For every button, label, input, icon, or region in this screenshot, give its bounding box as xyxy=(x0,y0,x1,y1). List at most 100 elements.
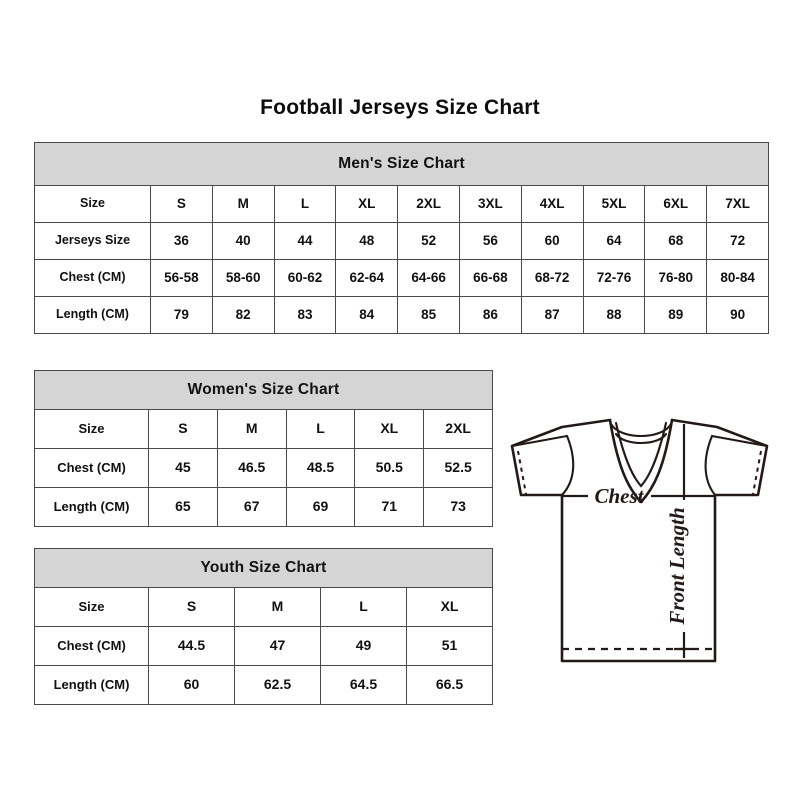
youth-chest-l: 49 xyxy=(320,626,407,666)
row-header-jerseys-size: Jerseys Size xyxy=(34,222,151,260)
womens-size-2xl: 2XL xyxy=(423,409,494,449)
shirt-sleeve-right-seam xyxy=(710,434,769,448)
womens-length-xl: 71 xyxy=(354,487,425,527)
youth-size-m: M xyxy=(234,587,321,627)
mens-size-6xl: 6XL xyxy=(644,185,708,223)
mens-chest-xl: 62-64 xyxy=(335,259,399,297)
womens-size-m: M xyxy=(216,409,287,449)
youth-length-xl: 66.5 xyxy=(405,665,494,705)
shirt-armhole-left-seam xyxy=(560,434,575,497)
womens-size-xl: XL xyxy=(354,409,425,449)
womens-chest-l: 48.5 xyxy=(285,448,356,488)
row-header-chest: Chest (CM) xyxy=(34,448,149,488)
womens-chest-s: 45 xyxy=(148,448,218,488)
youth-size-s: S xyxy=(148,587,235,627)
mens-length-7xl: 90 xyxy=(706,296,770,334)
page-title: Football Jerseys Size Chart xyxy=(260,96,540,119)
table-caption-row: Women's Size Chart xyxy=(33,370,494,410)
mens-chest-m: 58-60 xyxy=(211,259,275,297)
youth-chart-caption: Youth Size Chart xyxy=(33,548,494,588)
front-length-measure-label: Front Length xyxy=(665,507,689,625)
womens-length-m: 67 xyxy=(216,487,287,527)
mens-jerseys-7xl: 72 xyxy=(706,222,770,260)
table-row: Length (CM) 79 82 83 84 85 86 87 88 89 9… xyxy=(34,296,770,334)
mens-length-6xl: 89 xyxy=(644,296,708,334)
table-row: Chest (CM) 56-58 58-60 60-62 62-64 64-66… xyxy=(34,259,770,297)
row-header-size: Size xyxy=(34,185,151,223)
mens-chest-s: 56-58 xyxy=(150,259,213,297)
youth-chest-m: 47 xyxy=(234,626,321,666)
mens-jerseys-2xl: 52 xyxy=(397,222,460,260)
youth-size-l: L xyxy=(320,587,407,627)
table-row: Jerseys Size 36 40 44 48 52 56 60 64 68 … xyxy=(34,222,770,260)
womens-chart-caption: Women's Size Chart xyxy=(33,370,494,410)
youth-size-chart-table: Youth Size Chart Size S M L XL Chest (CM… xyxy=(33,548,494,705)
womens-chest-m: 46.5 xyxy=(216,448,287,488)
table-row: Size S M L XL 2XL xyxy=(34,409,494,449)
mens-length-xl: 84 xyxy=(335,296,399,334)
mens-jerseys-4xl: 60 xyxy=(520,222,584,260)
shirt-armhole-right-seam xyxy=(704,434,717,497)
table-row: Chest (CM) 45 46.5 48.5 50.5 52.5 xyxy=(34,448,494,488)
row-header-size: Size xyxy=(34,409,149,449)
table-row: Size S M L XL xyxy=(34,587,494,627)
shirt-sleeve-left-seam xyxy=(510,434,569,448)
shirt-outline-left xyxy=(510,418,769,663)
row-header-length: Length (CM) xyxy=(34,487,149,527)
table-caption-row: Men's Size Chart xyxy=(33,142,770,186)
mens-size-2xl: 2XL xyxy=(397,185,460,223)
mens-jerseys-l: 44 xyxy=(273,222,337,260)
tshirt-measurement-diagram: Chest Front Length xyxy=(496,396,788,688)
mens-length-m: 82 xyxy=(211,296,275,334)
table-row: Length (CM) 60 62.5 64.5 66.5 xyxy=(34,665,494,705)
table-caption-row: Youth Size Chart xyxy=(33,548,494,588)
mens-length-s: 79 xyxy=(150,296,213,334)
mens-length-l: 83 xyxy=(273,296,337,334)
mens-jerseys-m: 40 xyxy=(211,222,275,260)
row-header-chest: Chest (CM) xyxy=(34,259,151,297)
shirt-vneck-inner-band xyxy=(614,421,668,488)
womens-size-l: L xyxy=(285,409,356,449)
womens-length-2xl: 73 xyxy=(423,487,494,527)
mens-size-4xl: 4XL xyxy=(520,185,584,223)
table-row: Size S M L XL 2XL 3XL 4XL 5XL 6XL 7XL xyxy=(34,185,770,223)
table-row: Chest (CM) 44.5 47 49 51 xyxy=(34,626,494,666)
mens-size-5xl: 5XL xyxy=(582,185,646,223)
womens-size-chart-table: Women's Size Chart Size S M L XL 2XL Che… xyxy=(33,370,494,527)
shirt-neck-rib-arc-outer xyxy=(609,422,673,437)
mens-length-4xl: 87 xyxy=(520,296,584,334)
mens-chest-5xl: 72-76 xyxy=(582,259,646,297)
mens-size-xl: XL xyxy=(335,185,399,223)
womens-length-l: 69 xyxy=(285,487,356,527)
youth-chest-s: 44.5 xyxy=(148,626,235,666)
mens-size-s: S xyxy=(150,185,213,223)
shirt-cuff-right-stitch xyxy=(752,450,762,495)
womens-chest-xl: 50.5 xyxy=(354,448,425,488)
youth-chest-xl: 51 xyxy=(405,626,494,666)
row-header-length: Length (CM) xyxy=(34,665,149,705)
shirt-vneck-outer xyxy=(608,418,674,504)
shirt-neck-rib-arc-inner xyxy=(614,432,668,445)
mens-chest-7xl: 80-84 xyxy=(706,259,770,297)
row-header-chest: Chest (CM) xyxy=(34,626,149,666)
mens-size-chart-table: Men's Size Chart Size S M L XL 2XL 3XL 4… xyxy=(33,142,770,334)
mens-length-3xl: 86 xyxy=(458,296,522,334)
mens-chart-caption: Men's Size Chart xyxy=(33,142,770,186)
mens-size-7xl: 7XL xyxy=(706,185,770,223)
mens-chest-2xl: 64-66 xyxy=(397,259,460,297)
womens-size-s: S xyxy=(148,409,218,449)
mens-size-m: M xyxy=(211,185,275,223)
youth-length-l: 64.5 xyxy=(320,665,407,705)
youth-length-m: 62.5 xyxy=(234,665,321,705)
mens-chest-6xl: 76-80 xyxy=(644,259,708,297)
mens-size-l: L xyxy=(273,185,337,223)
mens-chest-4xl: 68-72 xyxy=(520,259,584,297)
womens-length-s: 65 xyxy=(148,487,218,527)
mens-jerseys-6xl: 68 xyxy=(644,222,708,260)
mens-jerseys-s: 36 xyxy=(150,222,213,260)
mens-jerseys-5xl: 64 xyxy=(582,222,646,260)
mens-jerseys-3xl: 56 xyxy=(458,222,522,260)
mens-chest-3xl: 66-68 xyxy=(458,259,522,297)
mens-chest-l: 60-62 xyxy=(273,259,337,297)
youth-length-s: 60 xyxy=(148,665,235,705)
